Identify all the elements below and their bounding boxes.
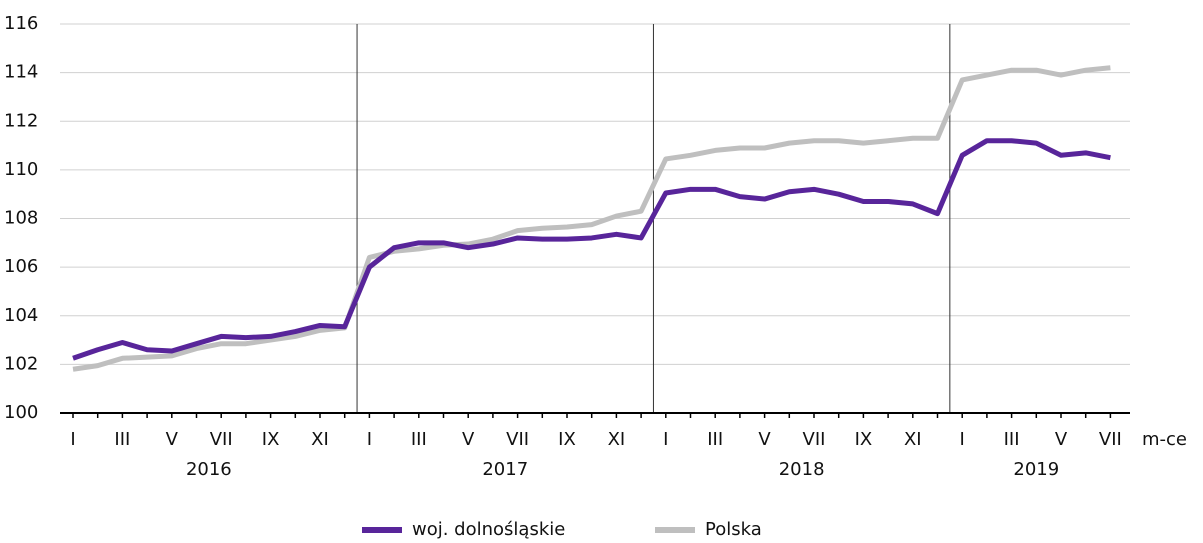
y-tick-label: 100 — [4, 402, 38, 423]
x-tick-label: V — [462, 429, 475, 450]
y-tick-label: 112 — [4, 110, 38, 131]
year-label: 2016 — [186, 459, 232, 480]
x-tick-label: III — [1004, 429, 1020, 450]
year-label: 2019 — [1013, 459, 1059, 480]
y-tick-label: 102 — [4, 353, 38, 374]
x-tick-label: IX — [262, 429, 280, 450]
y-tick-label: 104 — [4, 305, 38, 326]
x-tick-label: VII — [210, 429, 233, 450]
year-label: 2018 — [779, 459, 825, 480]
x-tick-label: XI — [608, 429, 626, 450]
x-tick-label: XI — [904, 429, 922, 450]
x-tick-label: III — [114, 429, 130, 450]
legend-label: woj. dolnośląskie — [412, 519, 565, 540]
x-tick-label: I — [663, 429, 668, 450]
x-tick-label: IX — [558, 429, 576, 450]
x-tick-label: VII — [1099, 429, 1122, 450]
y-tick-label: 114 — [4, 62, 38, 83]
x-tick-label: V — [758, 429, 771, 450]
x-tick-label: XI — [311, 429, 329, 450]
legend-label: Polska — [705, 519, 762, 540]
y-tick-label: 110 — [4, 159, 38, 180]
x-tick-label: VII — [803, 429, 826, 450]
x-tick-label: V — [166, 429, 179, 450]
x-axis-label: m-ce — [1142, 429, 1187, 450]
series-line — [72, 138, 1111, 361]
x-tick-label: V — [1055, 429, 1068, 450]
year-label: 2017 — [482, 459, 528, 480]
y-tick-label: 108 — [4, 208, 38, 229]
x-tick-label: I — [367, 429, 372, 450]
x-tick-label: I — [70, 429, 75, 450]
y-tick-label: 116 — [4, 13, 38, 34]
x-tick-label: IX — [855, 429, 873, 450]
x-tick-label: VII — [506, 429, 529, 450]
y-tick-label: 106 — [4, 256, 38, 277]
series-line — [72, 65, 1111, 372]
x-tick-label: I — [960, 429, 965, 450]
x-tick-label: III — [411, 429, 427, 450]
x-tick-label: III — [707, 429, 723, 450]
